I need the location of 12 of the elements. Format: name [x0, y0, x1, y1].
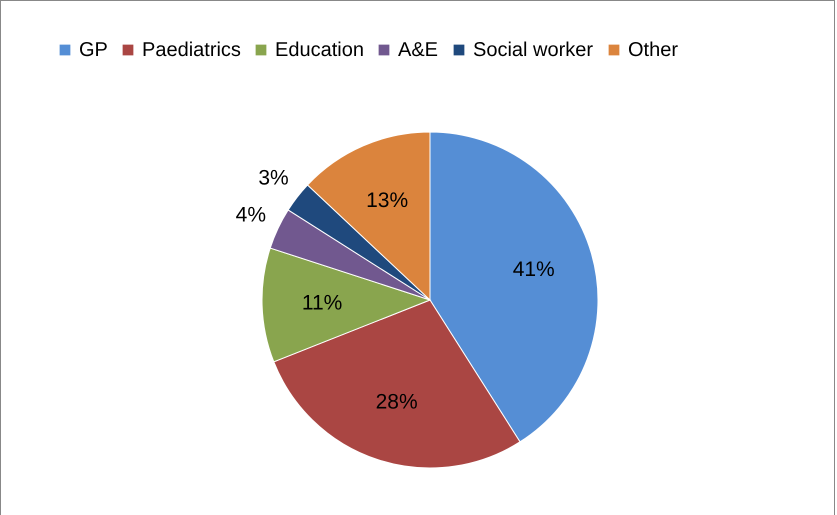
data-label: 4% [236, 204, 266, 227]
data-label: 41% [512, 258, 555, 281]
data-label: 3% [258, 166, 289, 190]
legend-label: GP [79, 39, 108, 61]
legend-label: Social worker [473, 39, 594, 61]
legend-label: Paediatrics [142, 39, 241, 61]
data-label: 13% [366, 188, 408, 212]
legend-label: A&E [398, 39, 438, 61]
legend-label: Other [628, 39, 678, 61]
legend-label: Education [275, 39, 364, 61]
data-label: 11% [302, 291, 342, 314]
data-label: 28% [376, 390, 418, 414]
